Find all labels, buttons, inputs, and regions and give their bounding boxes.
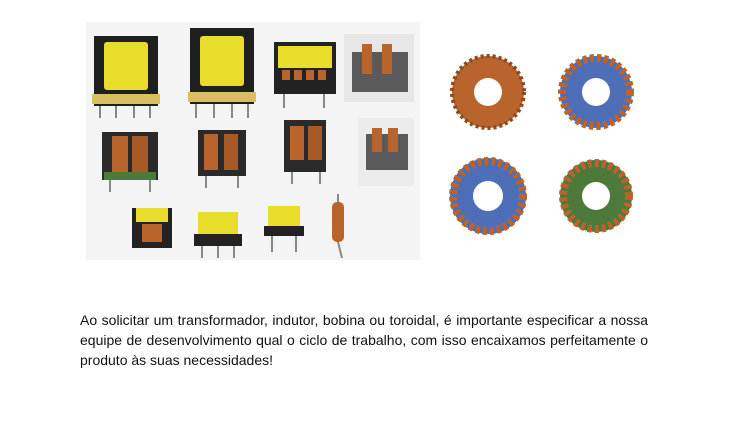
transformer-4 [344, 34, 414, 102]
small-transformer-3 [264, 206, 304, 252]
small-transformer-1 [132, 208, 172, 248]
toroid-1 [450, 54, 526, 130]
transformers-photo [86, 22, 420, 260]
choke-1 [102, 132, 158, 192]
transformer-3 [274, 42, 336, 108]
toroid-4 [559, 159, 633, 233]
choke-2 [198, 130, 246, 188]
toroid-2 [558, 54, 634, 130]
caption-text: Ao solicitar um transformador, indutor, … [80, 312, 648, 368]
toroid-3 [449, 157, 527, 235]
toroids-photo [438, 36, 648, 244]
transformer-5 [358, 118, 414, 186]
transformer-2 [188, 28, 256, 118]
choke-3 [284, 120, 326, 184]
transformer-1 [92, 36, 160, 118]
axial-inductor [332, 194, 344, 259]
small-transformer-2 [194, 212, 242, 258]
